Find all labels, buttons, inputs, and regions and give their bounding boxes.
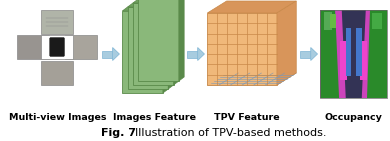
Text: Fig. 7: Fig. 7 bbox=[101, 128, 136, 138]
Polygon shape bbox=[277, 1, 296, 85]
Bar bbox=[138, 0, 179, 81]
Polygon shape bbox=[311, 48, 317, 60]
Bar bbox=[340, 41, 347, 80]
Bar bbox=[372, 13, 383, 29]
Polygon shape bbox=[207, 73, 296, 85]
Bar bbox=[187, 50, 198, 58]
Bar bbox=[207, 13, 277, 85]
Bar bbox=[133, 3, 174, 85]
Bar bbox=[41, 10, 73, 34]
Bar bbox=[346, 28, 351, 76]
Polygon shape bbox=[342, 10, 366, 98]
Polygon shape bbox=[179, 0, 184, 81]
Bar bbox=[41, 35, 73, 59]
Polygon shape bbox=[367, 10, 387, 98]
Text: Multi-view Images: Multi-view Images bbox=[9, 113, 106, 122]
Bar bbox=[356, 28, 362, 76]
Polygon shape bbox=[133, 0, 179, 3]
Bar bbox=[102, 50, 113, 58]
Text: Images Feature: Images Feature bbox=[113, 113, 196, 122]
Text: Occupancy: Occupancy bbox=[325, 113, 383, 122]
Bar bbox=[330, 14, 336, 28]
Bar bbox=[321, 10, 387, 98]
Polygon shape bbox=[128, 3, 174, 7]
Bar bbox=[300, 50, 311, 58]
Bar bbox=[360, 41, 367, 80]
Polygon shape bbox=[122, 7, 168, 11]
Polygon shape bbox=[113, 48, 119, 60]
Text: TPV Feature: TPV Feature bbox=[214, 113, 280, 122]
Polygon shape bbox=[321, 10, 339, 98]
Polygon shape bbox=[207, 1, 296, 13]
Bar bbox=[321, 10, 387, 98]
Bar bbox=[17, 35, 49, 59]
Polygon shape bbox=[163, 7, 168, 93]
Polygon shape bbox=[198, 48, 204, 60]
Bar bbox=[41, 61, 73, 85]
Polygon shape bbox=[174, 0, 179, 85]
Bar bbox=[324, 12, 332, 30]
Text: Illustration of TPV-based methods.: Illustration of TPV-based methods. bbox=[121, 128, 326, 138]
Bar bbox=[122, 11, 163, 93]
FancyBboxPatch shape bbox=[50, 38, 64, 56]
Bar bbox=[128, 7, 168, 89]
Bar bbox=[65, 35, 97, 59]
Polygon shape bbox=[168, 3, 174, 89]
